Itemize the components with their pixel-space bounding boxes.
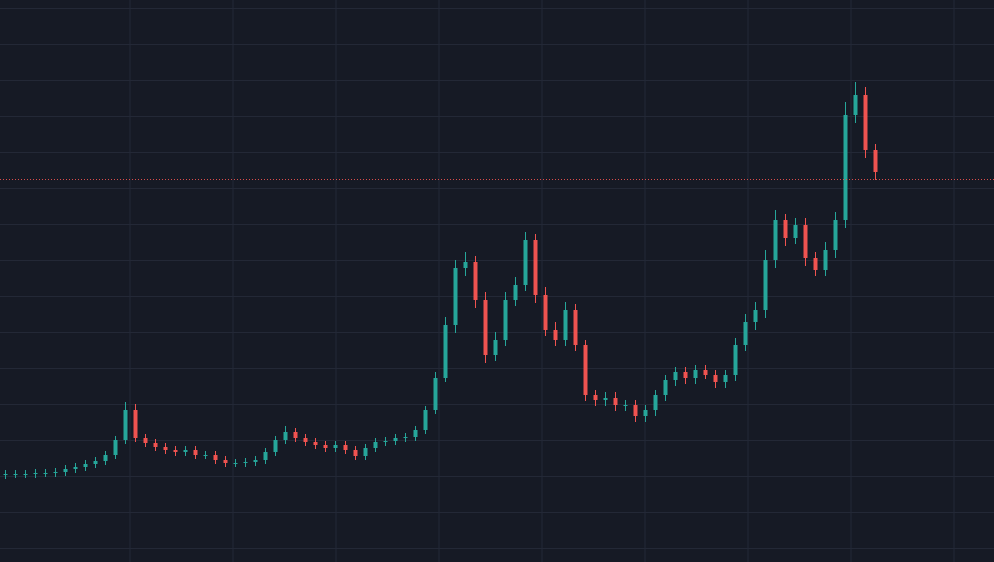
candle-body xyxy=(733,345,738,375)
candle-body xyxy=(293,432,298,438)
candle-body xyxy=(213,455,218,460)
candle-body xyxy=(423,410,428,430)
candle-body xyxy=(833,220,838,250)
candle-body xyxy=(643,410,648,416)
candle-body xyxy=(113,440,118,455)
candle-body xyxy=(843,115,848,220)
candle-body xyxy=(623,405,628,406)
candle-body xyxy=(43,473,48,474)
candle-body xyxy=(333,445,338,448)
candle-body xyxy=(683,372,688,378)
candle-body xyxy=(13,474,18,475)
candle-body xyxy=(143,438,148,443)
candle-body xyxy=(83,464,88,467)
candle-body xyxy=(513,285,518,300)
candle-body xyxy=(473,262,478,300)
candle-body xyxy=(433,378,438,410)
candle-body xyxy=(823,250,828,270)
candle-body xyxy=(343,445,348,450)
candle-body xyxy=(23,474,28,475)
candle-body xyxy=(353,450,358,456)
candle-body xyxy=(413,430,418,437)
candle-body xyxy=(123,410,128,440)
candle-body xyxy=(363,448,368,456)
candle-body xyxy=(483,300,488,355)
candle-body xyxy=(753,310,758,322)
candle-body xyxy=(593,395,598,400)
candle-body xyxy=(93,461,98,464)
candle-body xyxy=(803,225,808,258)
candle-body xyxy=(133,410,138,438)
candle-body xyxy=(183,450,188,452)
candle-body xyxy=(543,295,548,330)
candle-body xyxy=(713,375,718,382)
candle-body xyxy=(53,472,58,473)
candle-body xyxy=(783,220,788,238)
candle-body xyxy=(273,440,278,452)
candle-body xyxy=(163,447,168,450)
candle-body xyxy=(573,310,578,345)
candle-body xyxy=(63,469,68,472)
candle-body xyxy=(233,463,238,464)
candle-body xyxy=(723,375,728,382)
candle-body xyxy=(393,438,398,441)
candle-body xyxy=(383,441,388,442)
candle-body xyxy=(763,260,768,310)
candle-body xyxy=(743,322,748,345)
candle-body xyxy=(193,450,198,455)
candle-body xyxy=(303,438,308,442)
candle-body xyxy=(503,300,508,340)
candle-body xyxy=(323,445,328,448)
candle-body xyxy=(373,442,378,448)
candle-body xyxy=(173,450,178,452)
candle-body xyxy=(153,443,158,447)
candle-body xyxy=(223,460,228,463)
candle-body xyxy=(603,398,608,400)
candle-body xyxy=(853,95,858,115)
candle-body xyxy=(313,442,318,445)
candle-body xyxy=(813,258,818,270)
candle-body xyxy=(283,432,288,440)
candle-body xyxy=(863,95,868,150)
candle-body xyxy=(263,452,268,460)
candle-body xyxy=(523,240,528,285)
candle-body xyxy=(453,268,458,325)
candle-body xyxy=(243,462,248,463)
candle-body xyxy=(443,325,448,378)
candle-body xyxy=(563,310,568,340)
candle-body xyxy=(33,473,38,474)
candle-body xyxy=(203,455,208,456)
candle-body xyxy=(533,240,538,295)
candle-body xyxy=(703,370,708,375)
candle-body xyxy=(673,372,678,380)
candle-body xyxy=(653,395,658,410)
candle-body xyxy=(773,220,778,260)
candle-body xyxy=(103,455,108,461)
candle-body xyxy=(663,380,668,395)
candle-body xyxy=(463,262,468,268)
candle-body xyxy=(693,370,698,378)
candle-body xyxy=(3,474,8,475)
candle-body xyxy=(873,150,878,172)
candle-body xyxy=(73,467,78,469)
candle-body xyxy=(793,225,798,238)
candle-body xyxy=(253,460,258,462)
candle-body xyxy=(493,340,498,355)
candle-body xyxy=(633,405,638,416)
candle-body xyxy=(553,330,558,340)
candle-body xyxy=(403,437,408,438)
candle-body xyxy=(613,398,618,405)
candle-body xyxy=(583,345,588,395)
